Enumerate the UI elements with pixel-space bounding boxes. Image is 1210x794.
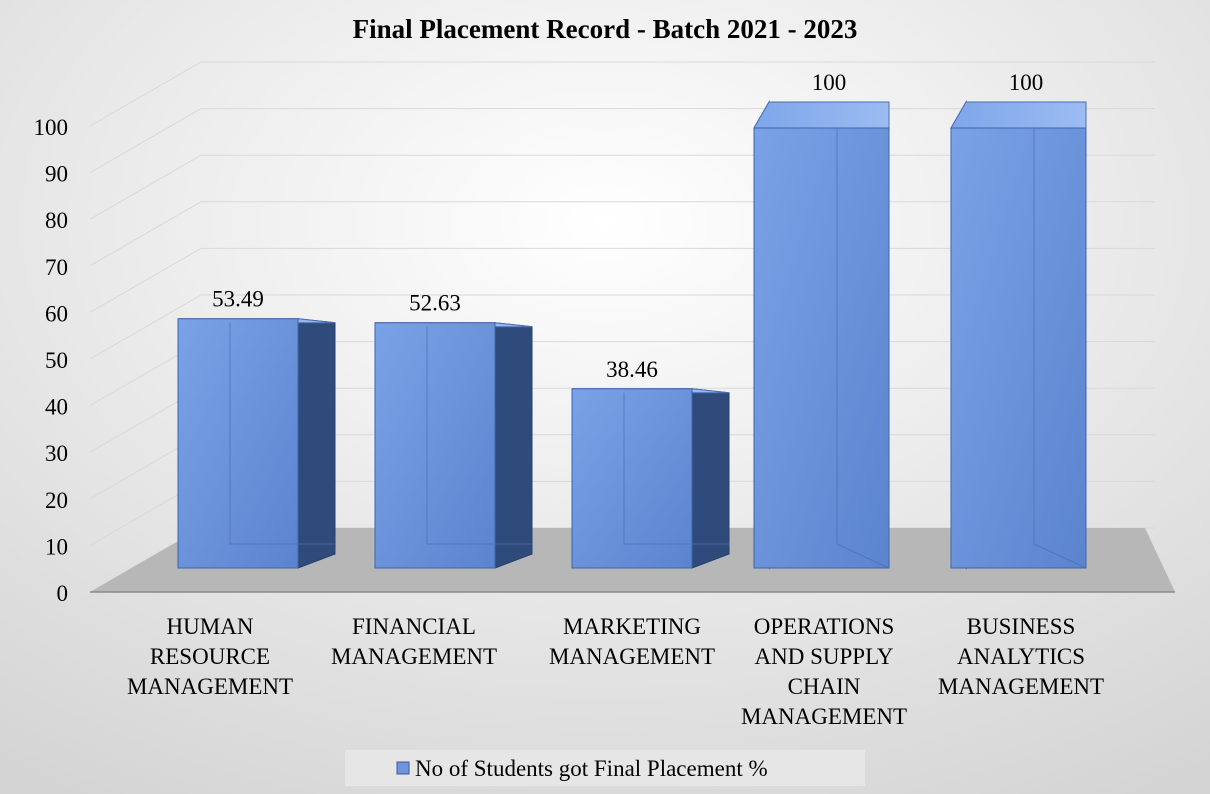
x-axis-category-labels: HUMAN RESOURCE MANAGEMENT FINANCIAL MANAGEME…: [127, 614, 1104, 729]
x-tick-label: ANALYTICS: [957, 644, 1085, 669]
data-label: 52.63: [409, 291, 461, 316]
bar-front-face: [177, 318, 299, 569]
legend-label: No of Students got Final Placement %: [415, 756, 768, 781]
y-tick-label: 50: [45, 348, 68, 373]
bar-front-face: [374, 322, 496, 569]
bar-inner-edge: [623, 392, 729, 545]
bar: [950, 100, 1087, 570]
x-tick-label: BUSINESS: [967, 614, 1076, 639]
bar: [374, 322, 533, 569]
x-tick-label: HUMAN: [167, 614, 254, 639]
bar-top-face: [753, 101, 890, 129]
x-tick-label: MANAGEMENT: [331, 644, 497, 669]
chart-title: Final Placement Record - Batch 2021 - 20…: [353, 14, 858, 44]
bar: [753, 100, 890, 570]
y-tick-label: 90: [45, 162, 68, 187]
legend: No of Students got Final Placement %: [345, 750, 865, 786]
bars: [177, 100, 1087, 570]
x-tick-label: RESOURCE: [150, 644, 270, 669]
x-tick-label: MANAGEMENT: [549, 644, 715, 669]
x-tick-label: MANAGEMENT: [741, 704, 907, 729]
x-tick-label: OPERATIONS: [754, 614, 895, 639]
x-tick-label: MARKETING: [563, 614, 701, 639]
data-label: 38.46: [606, 357, 658, 382]
y-tick-label: 70: [45, 255, 68, 280]
y-tick-label: 10: [45, 534, 68, 559]
y-tick-label: 20: [45, 488, 68, 513]
x-tick-label: AND SUPPLY: [755, 644, 894, 669]
bar-inner-edge: [836, 128, 890, 569]
x-tick-label: FINANCIAL: [352, 614, 476, 639]
gridline: [89, 61, 1155, 127]
data-label: 100: [812, 70, 847, 95]
data-label: 53.49: [212, 287, 264, 312]
data-label: 100: [1009, 70, 1044, 95]
bar-top-face: [950, 101, 1087, 129]
y-axis-tick-labels: 0 10 20 30 40 50 60 70 80 90 100: [34, 115, 69, 606]
legend-swatch: [396, 761, 410, 775]
data-labels: 53.49 52.63 38.46 100 100: [212, 70, 1043, 382]
bar-inner-edge: [426, 326, 532, 545]
bar-side-face: [297, 318, 336, 569]
bar-front-face: [571, 388, 693, 569]
x-tick-label: CHAIN: [788, 674, 861, 699]
bar-inner-edge: [1033, 128, 1087, 569]
bar: [177, 318, 336, 569]
y-tick-label: 60: [45, 301, 68, 326]
bar-front-face: [950, 127, 1087, 569]
y-tick-label: 80: [45, 208, 68, 233]
y-tick-label: 40: [45, 395, 68, 420]
bar-inner-edge: [229, 322, 335, 545]
bar-front-face: [753, 127, 890, 569]
y-tick-label: 0: [57, 581, 69, 606]
x-tick-label: MANAGEMENT: [938, 674, 1104, 699]
bar: [571, 388, 730, 569]
legend-box: [345, 750, 865, 786]
y-tick-label: 30: [45, 441, 68, 466]
x-tick-label: MANAGEMENT: [127, 674, 293, 699]
bar-side-face: [494, 322, 533, 569]
y-tick-label: 100: [34, 115, 69, 140]
bar-side-face: [691, 388, 730, 569]
